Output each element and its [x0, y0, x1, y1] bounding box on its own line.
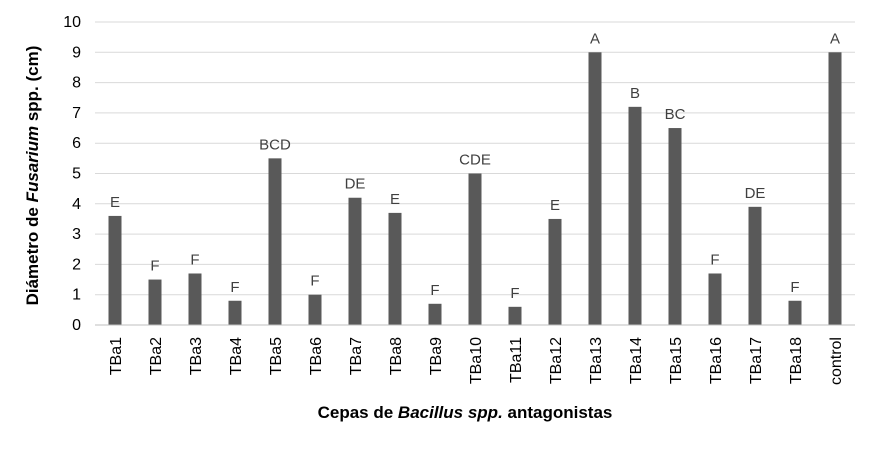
bar-TBa7	[348, 197, 362, 325]
y-tick-label: 0	[72, 317, 81, 334]
y-tick-label: 8	[72, 75, 81, 92]
bar-TBa3	[188, 273, 202, 325]
y-tick-label: 2	[72, 256, 81, 273]
bar-TBa9	[428, 303, 442, 325]
bar-TBa2	[148, 279, 162, 325]
bar-TBa13	[588, 52, 602, 326]
x-tick-label-TBa16: TBa16	[708, 337, 725, 384]
bar-control	[828, 52, 842, 326]
x-tick-label-TBa12: TBa12	[548, 337, 565, 384]
bar-TBa18	[788, 300, 802, 325]
data-label-TBa16: F	[710, 251, 719, 268]
bar-TBa11	[508, 306, 522, 325]
x-tick-label-TBa14: TBa14	[628, 337, 645, 384]
data-label-TBa5: BCD	[259, 136, 291, 153]
x-tick-label-TBa8: TBa8	[388, 337, 405, 375]
x-axis-title: Cepas de Bacillus spp. antagonistas	[318, 403, 613, 422]
bar-TBa16	[708, 273, 722, 325]
x-tick-label-TBa11: TBa11	[508, 337, 525, 383]
data-label-TBa14: B	[630, 85, 640, 102]
y-tick-label: 1	[72, 287, 81, 304]
bar-TBa15	[668, 128, 682, 325]
data-label-TBa4: F	[230, 279, 239, 296]
y-tick-label: 9	[72, 44, 81, 61]
x-tick-label-TBa4: TBa4	[228, 337, 245, 375]
bar-TBa14	[628, 106, 642, 325]
x-tick-label-TBa17: TBa17	[748, 337, 765, 384]
x-tick-label-TBa5: TBa5	[268, 337, 285, 375]
data-label-TBa6: F	[310, 273, 319, 290]
data-label-TBa1: E	[110, 194, 120, 211]
data-label-TBa13: A	[590, 30, 600, 47]
data-label-TBa8: E	[390, 191, 400, 208]
labels: 0 1 2 3 4 5 6 7 8 9 10 E TBa1 F TBa2 F TBa3 F TBa4 BCD TBa5 F…	[63, 14, 845, 385]
x-tick-label-TBa18: TBa18	[788, 337, 805, 384]
data-label-TBa2: F	[150, 258, 159, 275]
x-tick-label-TBa10: TBa10	[468, 337, 485, 384]
bars	[108, 52, 842, 326]
y-tick-label: 3	[72, 226, 81, 243]
data-label-TBa12: E	[550, 197, 560, 214]
x-tick-label-TBa3: TBa3	[188, 337, 205, 375]
bar-TBa6	[308, 294, 322, 325]
data-label-TBa10: CDE	[459, 152, 491, 169]
data-label-TBa3: F	[190, 251, 199, 268]
data-label-TBa7: DE	[345, 176, 366, 193]
data-label-TBa17: DE	[745, 185, 766, 202]
bar-TBa8	[388, 212, 402, 325]
data-label-TBa9: F	[430, 282, 439, 299]
data-label-TBa18: F	[790, 279, 799, 296]
data-label-TBa11: F	[510, 285, 519, 302]
bar-TBa4	[228, 300, 242, 325]
bar-TBa12	[548, 218, 562, 325]
y-tick-label: 5	[72, 166, 81, 183]
data-label-control: A	[830, 30, 840, 47]
y-tick-label: 6	[72, 135, 81, 152]
x-tick-label-TBa9: TBa9	[428, 337, 445, 375]
y-axis-title: Diámetro de Fusarium spp. (cm)	[23, 46, 42, 306]
y-tick-label: 10	[63, 14, 81, 31]
x-tick-label-TBa15: TBa15	[668, 337, 685, 384]
bar-TBa10	[468, 173, 482, 325]
x-tick-label-TBa1: TBa1	[108, 337, 125, 375]
x-tick-label-TBa6: TBa6	[308, 337, 325, 375]
x-tick-label-TBa2: TBa2	[148, 337, 165, 375]
data-label-TBa15: BC	[665, 106, 686, 123]
y-tick-label: 4	[72, 196, 81, 213]
bar-TBa5	[268, 158, 282, 325]
x-tick-label-TBa13: TBa13	[588, 337, 605, 384]
bar-TBa17	[748, 206, 762, 325]
x-tick-label-control: control	[828, 337, 845, 385]
bar-TBa1	[108, 215, 122, 325]
x-tick-label-TBa7: TBa7	[348, 337, 365, 375]
y-tick-label: 7	[72, 105, 81, 122]
